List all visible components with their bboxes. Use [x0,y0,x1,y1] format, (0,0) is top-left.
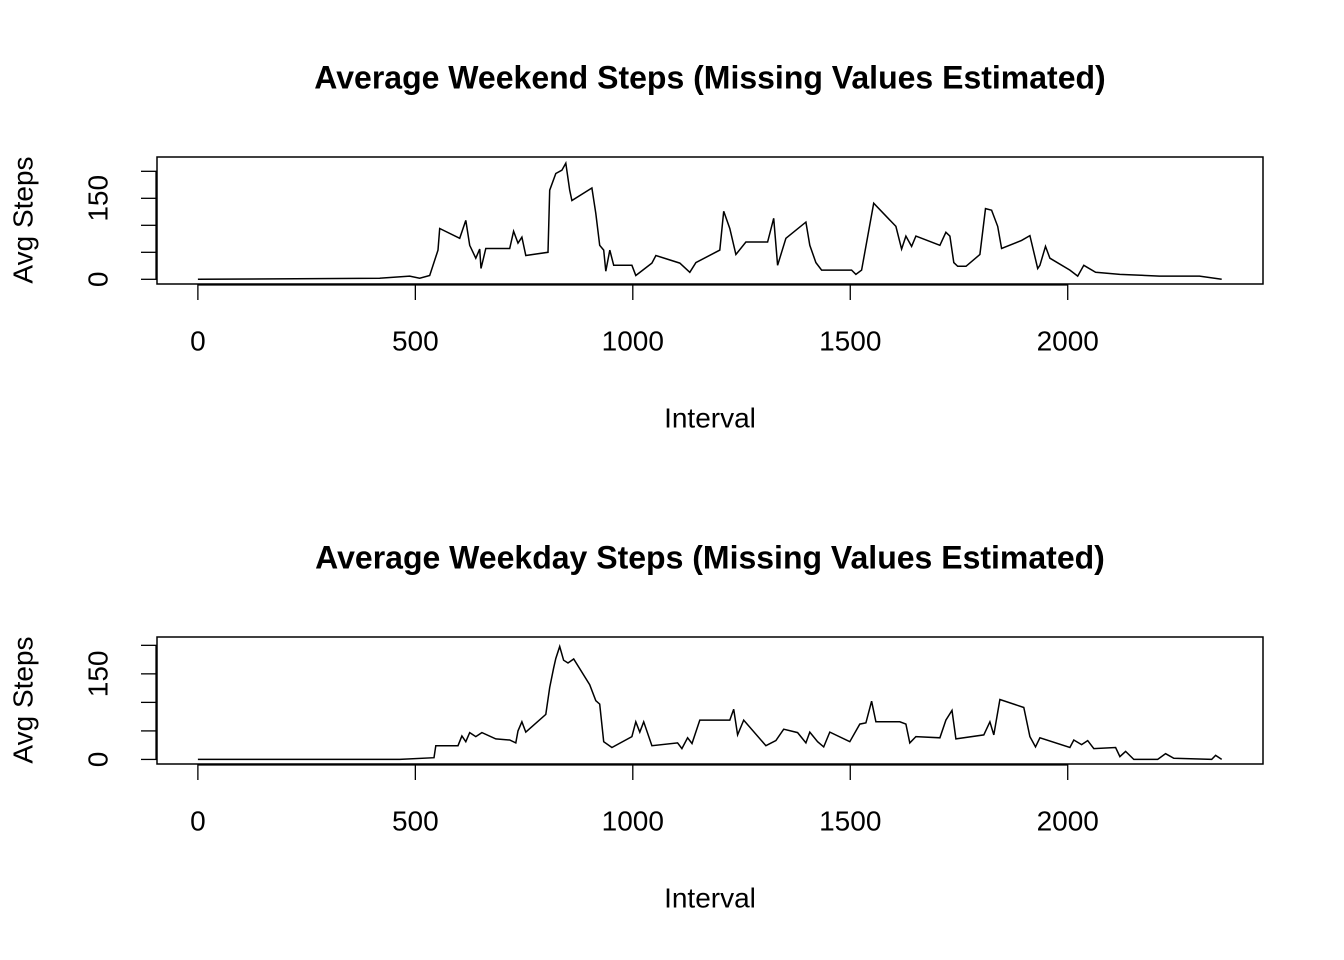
plot-box [156,156,1264,285]
y-tick-label: 150 [82,650,113,697]
chart-title: Average Weekend Steps (Missing Values Es… [314,59,1105,95]
y-tick-label: 0 [82,752,113,768]
x-tick-label: 2000 [1037,805,1099,836]
x-tick-label: 0 [190,805,206,836]
data-line [197,643,1223,761]
chart-title: Average Weekday Steps (Missing Values Es… [315,539,1105,575]
x-tick-label: 1500 [819,325,881,356]
plot-box [156,636,1264,765]
x-tick-label: 1500 [819,805,881,836]
y-tick-label: 150 [82,175,113,222]
x-tick-label: 1000 [602,325,664,356]
y-tick-label: 0 [82,272,113,288]
x-tick-label: 1000 [602,805,664,836]
x-tick-label: 2000 [1037,325,1099,356]
x-axis-label: Interval [664,402,756,433]
x-tick-label: 500 [392,805,439,836]
x-tick-label: 500 [392,325,439,356]
x-axis-label: Interval [664,882,756,913]
y-axis-label: Avg Steps [7,636,38,763]
data-line [197,160,1222,281]
y-axis-label: Avg Steps [7,156,38,283]
x-tick-label: 0 [190,325,206,356]
